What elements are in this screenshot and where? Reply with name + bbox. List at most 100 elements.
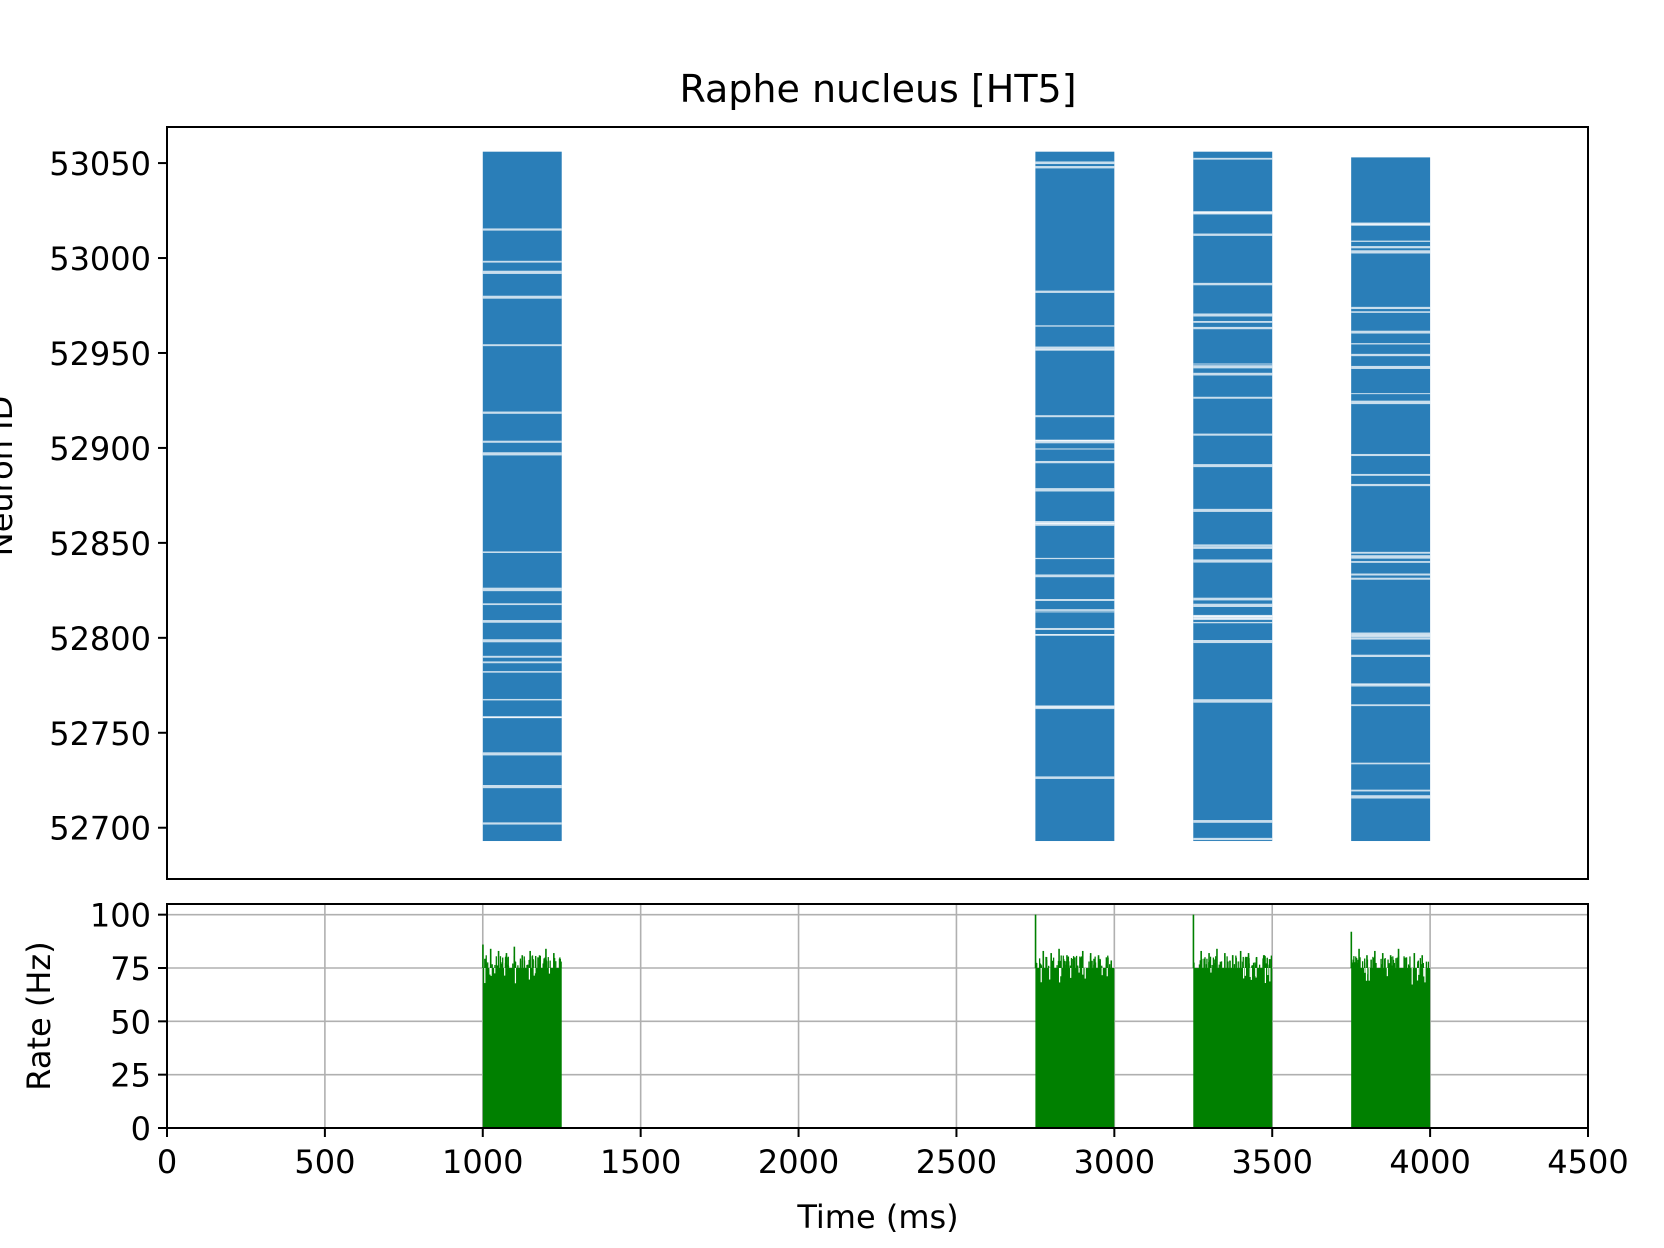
spike-gap [482,295,562,299]
spike-gap [1193,614,1273,618]
spike-gap [1351,306,1431,310]
spike-gap [1351,683,1431,685]
rate-block [1034,914,1115,1128]
spike-gap [1193,597,1273,601]
spike-gap [1351,246,1431,249]
raster-spike-blocks [482,151,1431,842]
raster-y-axis-label: Neuron ID [0,396,20,556]
spike-gap [482,752,562,756]
spike-gap [1351,632,1431,636]
spike-gap [482,784,562,789]
rate-x-tick-label: 1000 [442,1143,523,1181]
spike-gap [1193,559,1273,563]
spike-gap [1351,400,1431,405]
spike-gap [1351,561,1431,563]
spike-gap [482,440,562,443]
spike-gap [482,661,562,664]
spike-gap [1193,372,1273,376]
raster-y-tick-label: 52800 [49,620,151,658]
spike-gap [1351,683,1431,687]
spike-gap [1351,393,1431,395]
spike-gap [1351,704,1431,707]
rate-x-tick-label: 0 [157,1143,177,1181]
spike-gap [1035,627,1115,630]
spike-gap [482,551,562,553]
spike-gap [1035,776,1115,779]
spike-gap [1035,460,1115,464]
spike-gap [482,603,562,606]
spike-gap [1193,617,1273,621]
raster-y-ticks: 52700 52750 52800 52850 52900 52950 53000 53050 [49,145,167,848]
spike-gap [1351,577,1431,580]
rate-x-tick-label: 3500 [1232,1143,1313,1181]
spike-gap [1035,599,1115,602]
spike-gap [1351,551,1431,554]
raster-y-tick-label: 52900 [49,430,151,468]
spike-gap [1351,365,1431,369]
spike-gap [1193,820,1273,823]
spike-gap [482,655,562,658]
spike-gap [482,228,562,231]
spike-gap [1351,240,1431,242]
spike-gap [1351,353,1431,357]
spike-block [1351,157,1431,842]
raster-y-tick-label: 52750 [49,715,151,753]
rate-bar-base [482,968,562,1128]
spike-gap [1035,633,1115,636]
spike-gap [482,716,562,718]
spike-gap [482,639,562,643]
spike-gap [482,822,562,825]
rate-bar-base [1351,968,1431,1128]
rate-block [482,944,562,1128]
spike-gap [1193,464,1273,468]
spike-gap [482,411,562,414]
spike-gap [1351,453,1431,457]
spike-gap [1193,603,1273,607]
rate-x-tick-label: 1500 [600,1143,681,1181]
spike-gap [1035,609,1115,611]
spike-gap [1035,349,1115,351]
spike-gap [482,270,562,274]
rate-x-tick-label: 4500 [1547,1143,1628,1181]
rate-y-axis-label: Rate (Hz) [20,941,58,1090]
spike-gap [482,587,562,592]
spike-gap [1193,233,1273,236]
spike-gap [1351,222,1431,226]
spike-gap [1351,483,1431,487]
spike-gap [1193,365,1273,369]
spike-gap [1035,290,1115,293]
rate-x-tick-label: 2000 [758,1143,839,1181]
spike-gap [1351,795,1431,799]
spike-gap [1035,521,1115,525]
raster-plot-frame [166,126,1589,880]
rate-y-tick-label: 0 [131,1110,151,1148]
rate-y-tick-label: 100 [90,897,151,935]
spike-gap [1193,546,1273,549]
rate-bar-base [1193,968,1273,1128]
spike-gap [1035,522,1115,526]
spike-gap [1193,639,1273,644]
rate-y-tick-label: 75 [110,950,151,988]
spike-gap [1193,363,1273,365]
raster-y-tick-label: 52950 [49,335,151,373]
spike-gap [1351,637,1431,640]
spike-gap [1035,161,1115,165]
spike-gap [1193,699,1273,703]
spike-gap [1193,326,1273,330]
spike-gap [1193,282,1273,286]
spike-gap [1035,325,1115,327]
spike-gap [1193,615,1273,619]
rate-y-tick-label: 25 [110,1057,151,1095]
rate-block [1350,931,1431,1128]
spike-gap [1193,544,1273,546]
spike-block [482,151,562,842]
spike-gap [1035,439,1115,442]
rate-x-tick-label: 2500 [916,1143,997,1181]
spike-gap [1035,439,1115,444]
spike-gap [482,620,562,623]
rate-x-axis-label: Time (ms) [796,1198,958,1236]
spike-gap [1035,415,1115,418]
rate-plot-frame [166,903,1589,1129]
